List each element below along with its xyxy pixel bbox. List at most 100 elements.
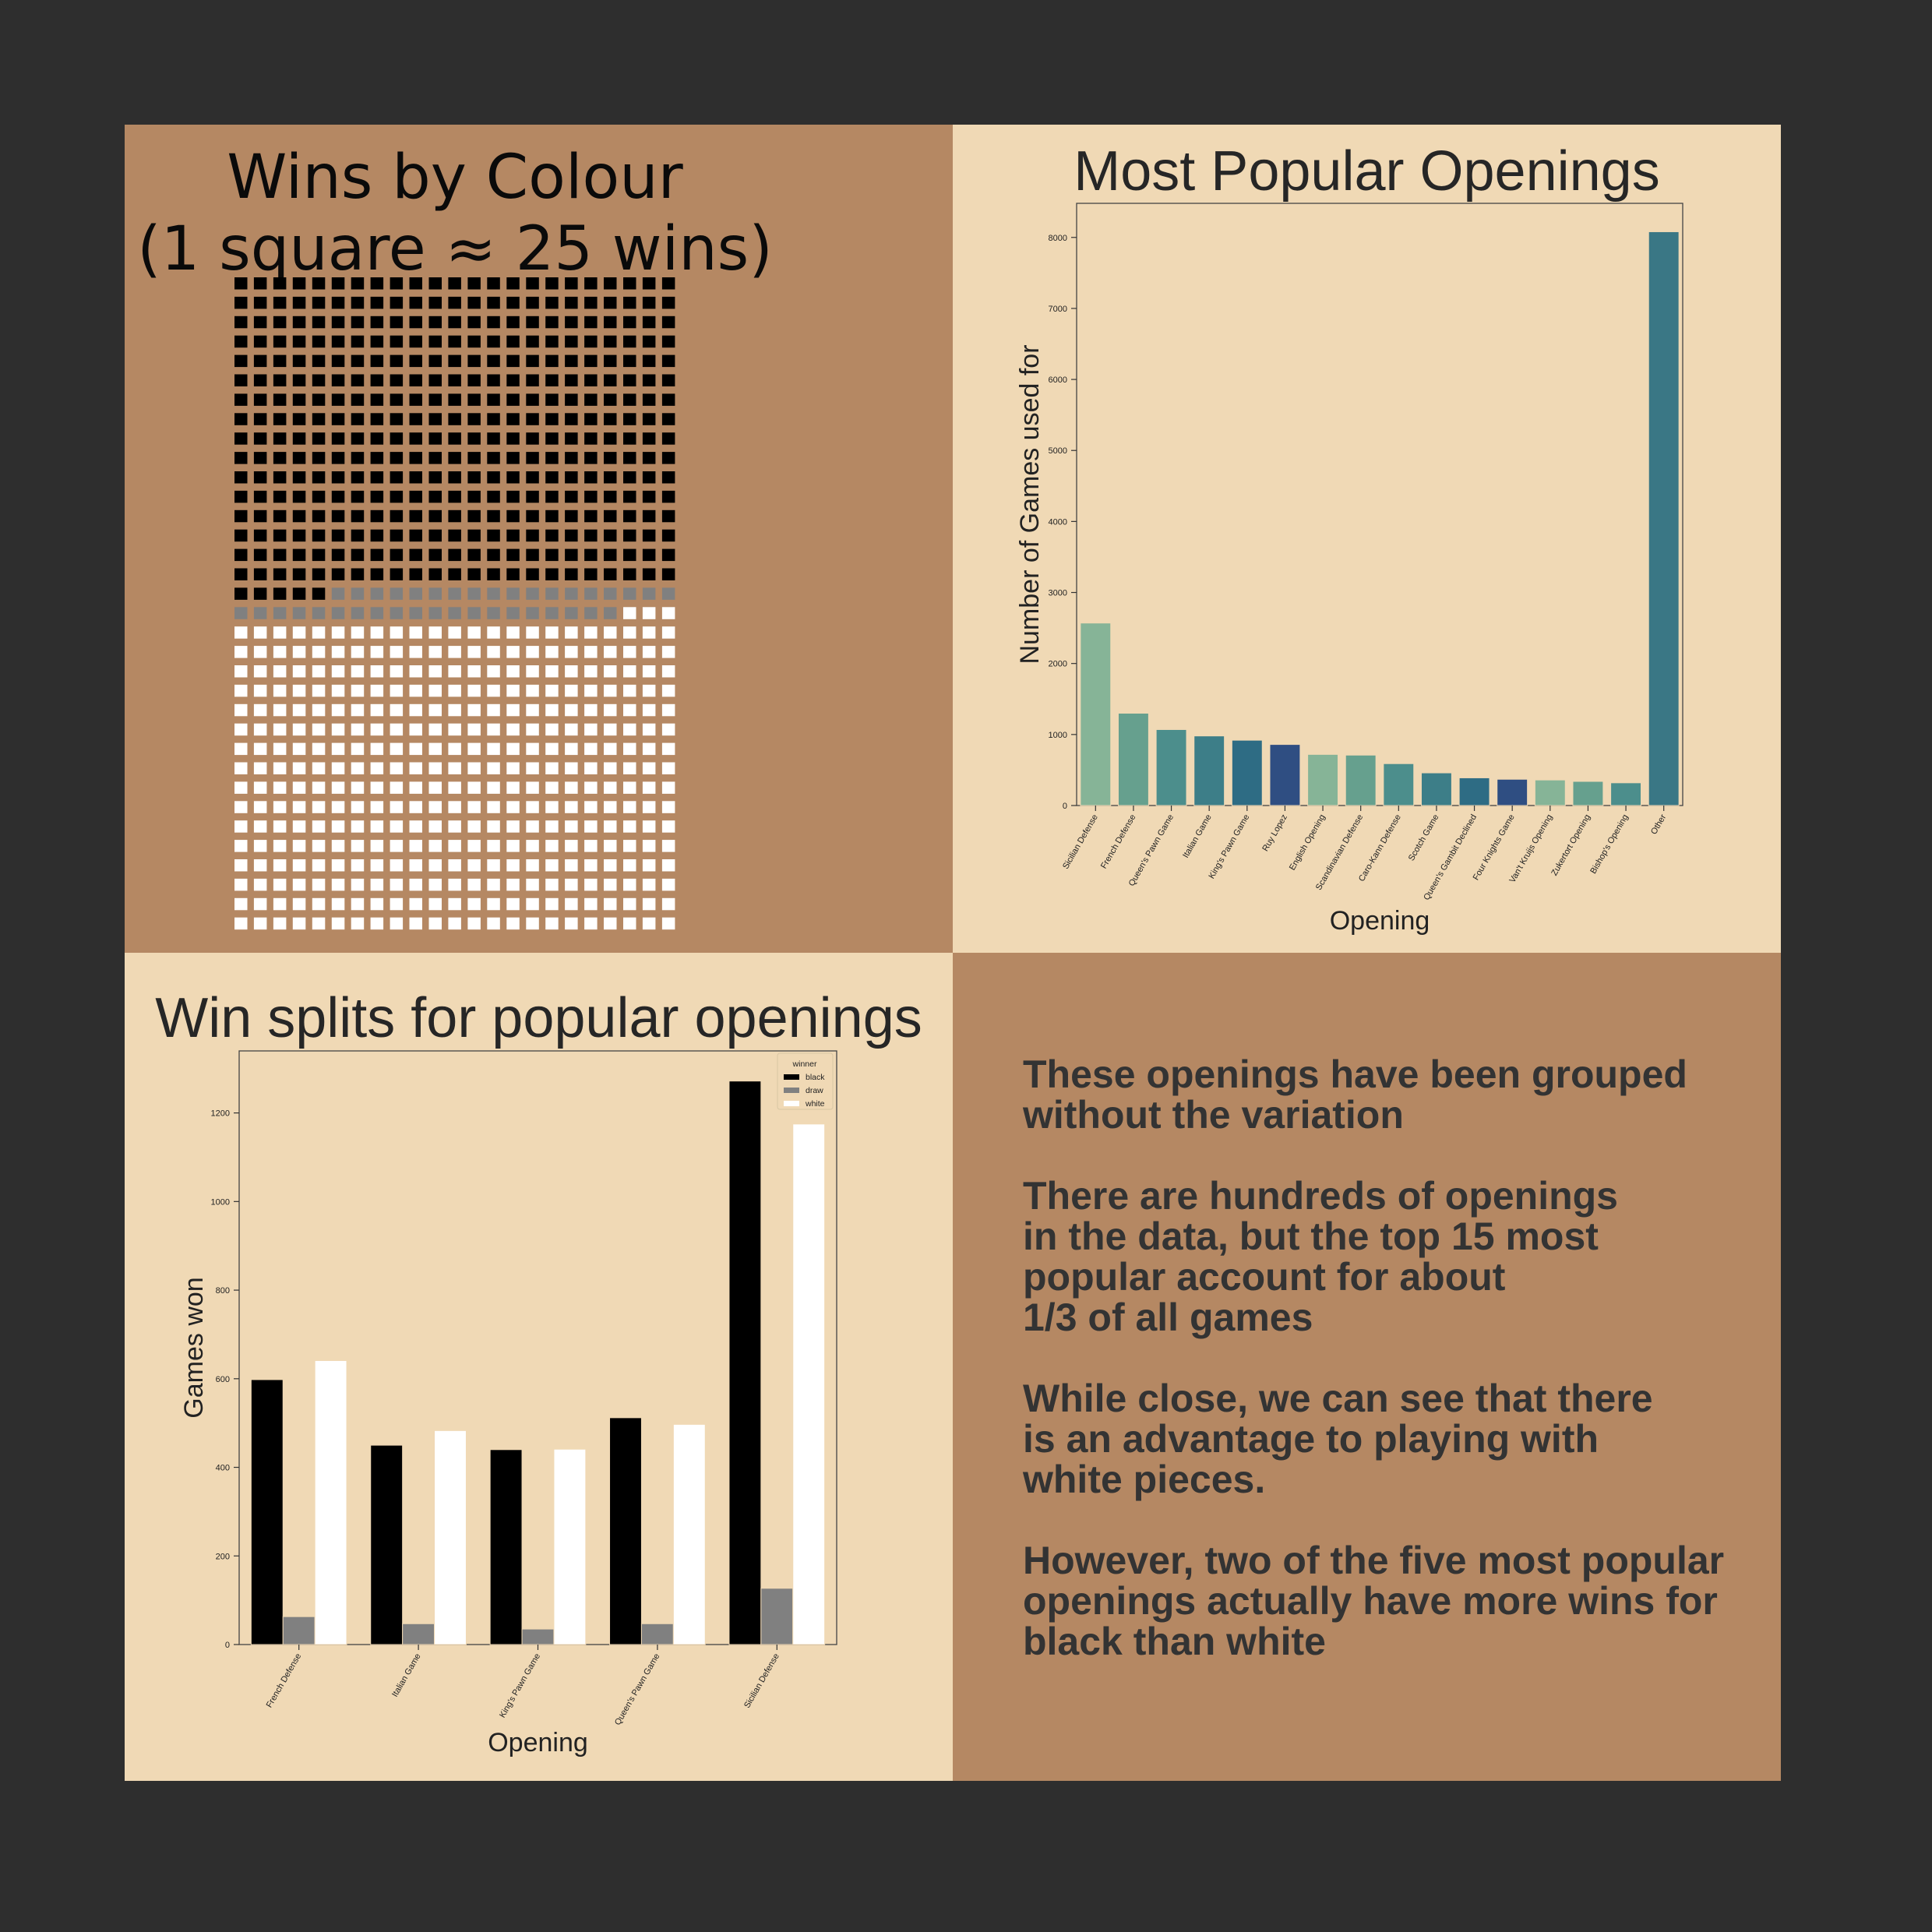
waffle-square-black — [506, 335, 520, 348]
waffle-square-black — [623, 296, 636, 309]
waffle-square-black — [273, 432, 287, 445]
waffle-square-white — [312, 897, 326, 911]
waffle-square-black — [604, 413, 617, 425]
y-tick-label: 3000 — [1049, 589, 1067, 598]
waffle-square-white — [234, 646, 248, 658]
win-splits-title: Win splits for popular openings — [155, 987, 922, 1049]
waffle-square-white — [584, 878, 598, 891]
waffle-square-white — [409, 820, 422, 833]
waffle-square-black — [312, 335, 326, 348]
bar — [1080, 622, 1112, 806]
waffle-square-black — [467, 296, 481, 309]
waffle-square-black — [234, 277, 248, 290]
x-tick-label: Caro-Kann Defense — [1357, 813, 1403, 883]
waffle-square-black — [409, 277, 422, 290]
waffle-square-black — [526, 413, 539, 425]
waffle-square-black — [506, 296, 520, 309]
waffle-square-white — [234, 840, 248, 852]
waffle-square-white — [428, 646, 442, 658]
waffle-chart — [234, 277, 675, 930]
waffle-square-white — [253, 859, 267, 872]
waffle-square-white — [506, 878, 520, 891]
waffle-square-white — [604, 820, 617, 833]
waffle-square-white — [604, 665, 617, 678]
waffle-square-white — [273, 626, 287, 639]
waffle-square-white — [292, 781, 306, 794]
waffle-square-white — [642, 723, 656, 736]
waffle-square-white — [390, 859, 404, 872]
waffle-square-white — [448, 859, 461, 872]
waffle-square-white — [331, 665, 345, 678]
waffle-square-black — [642, 568, 656, 580]
waffle-square-white — [409, 762, 422, 774]
waffle-square-white — [565, 917, 578, 930]
waffle-square-white — [584, 762, 598, 774]
waffle-square-white — [253, 742, 267, 756]
y-tick-label: 8000 — [1049, 234, 1067, 243]
waffle-square-black — [390, 452, 404, 464]
waffle-square-black — [292, 374, 306, 386]
waffle-square-white — [623, 781, 636, 794]
waffle-square-white — [351, 897, 365, 911]
waffle-square-white — [448, 781, 461, 794]
waffle-square-white — [545, 859, 559, 872]
waffle-square-black — [642, 529, 656, 542]
waffle-square-white — [234, 917, 248, 930]
waffle-square-black — [487, 413, 500, 425]
waffle-square-black — [428, 471, 442, 484]
waffle-square-draw — [428, 587, 442, 600]
waffle-square-white — [370, 703, 384, 717]
waffle-square-black — [584, 432, 598, 445]
waffle-square-white — [604, 646, 617, 658]
waffle-square-white — [526, 665, 539, 678]
waffle-square-white — [448, 820, 461, 833]
waffle-square-draw — [448, 607, 461, 619]
waffle-square-black — [604, 296, 617, 309]
waffle-square-black — [623, 490, 636, 503]
waffle-square-draw — [292, 607, 306, 619]
waffle-square-draw — [370, 587, 384, 600]
waffle-square-white — [409, 742, 422, 756]
waffle-square-black — [506, 471, 520, 484]
waffle-square-white — [312, 781, 326, 794]
bar — [1345, 754, 1377, 806]
waffle-square-black — [370, 529, 384, 542]
waffle-square-black — [390, 471, 404, 484]
waffle-square-white — [370, 762, 384, 774]
waffle-square-black — [292, 277, 306, 290]
waffle-square-black — [604, 374, 617, 386]
waffle-square-black — [273, 335, 287, 348]
waffle-square-black — [312, 509, 326, 523]
waffle-square-white — [409, 801, 422, 813]
waffle-square-black — [331, 548, 345, 562]
waffle-square-white — [312, 703, 326, 717]
waffle-square-white — [273, 723, 287, 736]
waffle-square-black — [604, 432, 617, 445]
bar — [1231, 739, 1263, 806]
waffle-square-white — [526, 626, 539, 639]
waffle-square-black — [253, 316, 267, 329]
waffle-square-black — [526, 548, 539, 562]
waffle-square-white — [409, 703, 422, 717]
waffle-square-white — [487, 840, 500, 852]
waffle-square-black — [273, 568, 287, 580]
waffle-square-black — [642, 296, 656, 309]
waffle-square-black — [312, 354, 326, 368]
waffle-square-white — [604, 878, 617, 891]
waffle-square-black — [409, 529, 422, 542]
y-tick-label: 1200 — [211, 1109, 230, 1119]
waffle-square-black — [467, 529, 481, 542]
waffle-square-white — [273, 684, 287, 697]
waffle-square-white — [661, 801, 675, 813]
y-tick-label: 6000 — [1049, 375, 1067, 385]
waffle-square-black — [234, 413, 248, 425]
popular-openings-panel: 0 1000 2000 3000 4000 5000 6000 7000 8000 Sicilia… — [953, 125, 1781, 953]
waffle-square-black — [642, 374, 656, 386]
waffle-square-white — [467, 820, 481, 833]
waffle-square-white — [409, 897, 422, 911]
waffle-square-black — [390, 354, 404, 368]
waffle-square-black — [448, 471, 461, 484]
waffle-square-white — [448, 626, 461, 639]
waffle-square-white — [565, 665, 578, 678]
waffle-square-white — [661, 820, 675, 833]
